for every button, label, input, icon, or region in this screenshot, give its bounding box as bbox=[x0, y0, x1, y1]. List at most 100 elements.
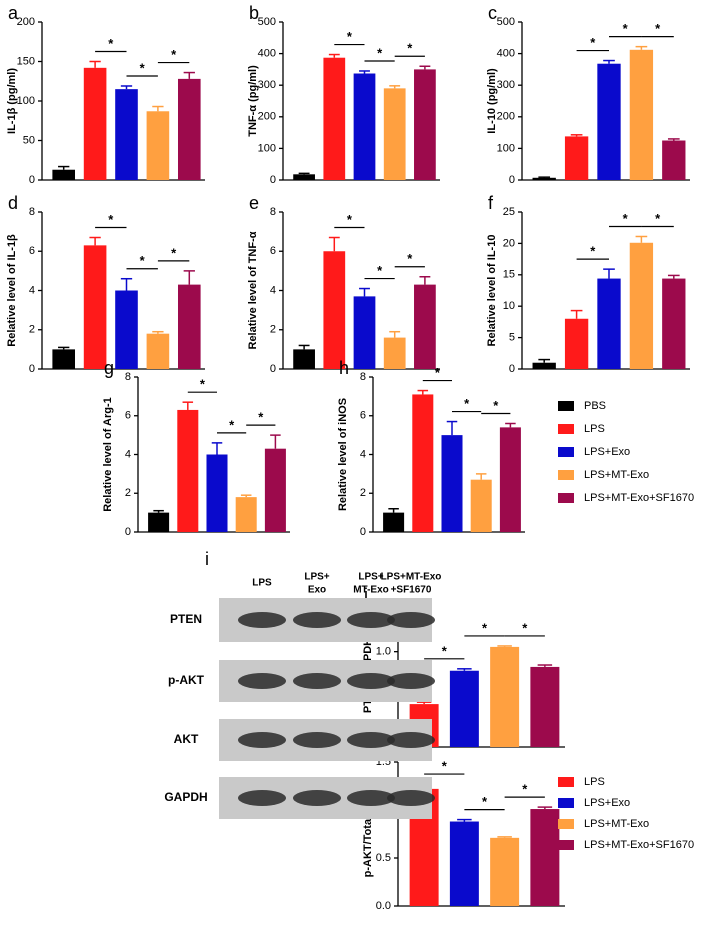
legend-label: LPS+Exo bbox=[584, 446, 630, 458]
y-tick-label: 8 bbox=[29, 206, 35, 218]
bar bbox=[662, 278, 686, 369]
significance-label: * bbox=[522, 782, 528, 797]
significance-label: * bbox=[493, 398, 499, 413]
significance-label: * bbox=[140, 253, 146, 268]
legend-label: LPS bbox=[584, 776, 605, 788]
blot-band bbox=[238, 673, 286, 689]
significance-label: * bbox=[623, 21, 629, 36]
significance-label: * bbox=[377, 263, 383, 278]
y-tick-label: 0.5 bbox=[376, 852, 391, 864]
significance-label: * bbox=[655, 21, 661, 36]
bar bbox=[383, 88, 406, 180]
y-tick-label: 1.0 bbox=[376, 646, 391, 658]
bar bbox=[177, 284, 201, 369]
bar bbox=[414, 284, 436, 369]
significance-label: * bbox=[347, 29, 353, 44]
bar bbox=[499, 427, 521, 532]
lane-label: LPS+MT-Exo bbox=[381, 572, 442, 583]
legend-swatch bbox=[558, 798, 574, 808]
significance-label: * bbox=[347, 212, 353, 227]
bar bbox=[564, 136, 589, 180]
bar bbox=[293, 349, 315, 369]
bar bbox=[490, 837, 520, 906]
y-tick-label: 4 bbox=[29, 284, 35, 296]
legend-label: LPS+Exo bbox=[584, 797, 630, 809]
y-tick-label: 4 bbox=[270, 284, 276, 296]
significance-label: * bbox=[482, 620, 488, 635]
bar bbox=[323, 57, 346, 180]
bar bbox=[449, 670, 479, 747]
panel-letter: f bbox=[488, 193, 494, 213]
blot-band bbox=[238, 612, 286, 628]
blot-band bbox=[293, 673, 341, 689]
bar bbox=[414, 69, 436, 180]
panel-letter: j bbox=[363, 585, 368, 605]
bar bbox=[83, 67, 107, 180]
y-tick-label: 0 bbox=[360, 526, 366, 538]
y-tick-label: 2 bbox=[29, 324, 35, 336]
y-axis-title: Relative level of IL-10 bbox=[486, 235, 498, 347]
y-tick-label: 4 bbox=[360, 448, 366, 460]
legend-label: LPS bbox=[584, 423, 605, 435]
y-tick-label: 2 bbox=[360, 487, 366, 499]
legend-swatch bbox=[558, 840, 574, 850]
significance-label: * bbox=[171, 245, 177, 260]
bar bbox=[532, 177, 556, 180]
bar bbox=[597, 63, 621, 180]
bar bbox=[662, 140, 686, 180]
significance-label: * bbox=[200, 377, 206, 392]
y-tick-label: 50 bbox=[23, 134, 35, 146]
bar bbox=[177, 409, 199, 532]
y-tick-label: 150 bbox=[17, 55, 35, 67]
panel-letter: c bbox=[488, 3, 497, 23]
bar bbox=[383, 337, 406, 369]
significance-label: * bbox=[140, 60, 146, 75]
y-axis-title: TNF-α (pg/ml) bbox=[247, 65, 259, 137]
significance-label: * bbox=[655, 211, 661, 226]
blot-band bbox=[293, 732, 341, 748]
y-tick-label: 25 bbox=[503, 206, 515, 218]
row-label: AKT bbox=[174, 732, 199, 746]
lane-label: LPS bbox=[252, 578, 272, 589]
y-tick-label: 6 bbox=[270, 245, 276, 257]
y-tick-label: 100 bbox=[497, 142, 515, 154]
significance-label: * bbox=[590, 35, 596, 50]
y-tick-label: 6 bbox=[125, 410, 131, 422]
y-tick-label: 10 bbox=[503, 300, 515, 312]
bar bbox=[353, 296, 376, 369]
y-tick-label: 400 bbox=[497, 48, 515, 60]
bar bbox=[597, 278, 621, 369]
y-axis-title: Relative level of Arg-1 bbox=[102, 397, 114, 512]
bar bbox=[293, 174, 315, 180]
y-axis-title: Relative level of TNF-α bbox=[247, 231, 259, 349]
bar bbox=[564, 318, 589, 369]
legend-swatch bbox=[558, 401, 574, 411]
y-tick-label: 8 bbox=[125, 371, 131, 383]
bar bbox=[115, 290, 138, 369]
legend-swatch bbox=[558, 424, 574, 434]
bar bbox=[83, 245, 107, 369]
bar bbox=[383, 512, 405, 532]
significance-label: * bbox=[435, 365, 441, 380]
row-label: p-AKT bbox=[168, 673, 205, 687]
bar bbox=[629, 242, 654, 369]
blot-band bbox=[293, 612, 341, 628]
y-tick-label: 5 bbox=[509, 332, 515, 344]
significance-label: * bbox=[171, 47, 177, 62]
panel-letter: e bbox=[249, 193, 259, 213]
y-tick-label: 300 bbox=[497, 79, 515, 91]
y-axis-title: Relative level of iNOS bbox=[337, 398, 349, 511]
lane-label: LPS+ bbox=[358, 572, 383, 583]
row-label: GAPDH bbox=[164, 790, 207, 804]
blot-band bbox=[387, 612, 435, 628]
bar bbox=[629, 49, 654, 180]
blot-band bbox=[238, 790, 286, 806]
legend-label: LPS+MT-Exo+SF1670 bbox=[584, 839, 694, 851]
significance-label: * bbox=[108, 36, 114, 51]
blot-band bbox=[387, 673, 435, 689]
legend-label: LPS+MT-Exo bbox=[584, 469, 649, 481]
bar bbox=[206, 454, 228, 532]
bar bbox=[470, 479, 492, 532]
bar bbox=[530, 809, 560, 906]
